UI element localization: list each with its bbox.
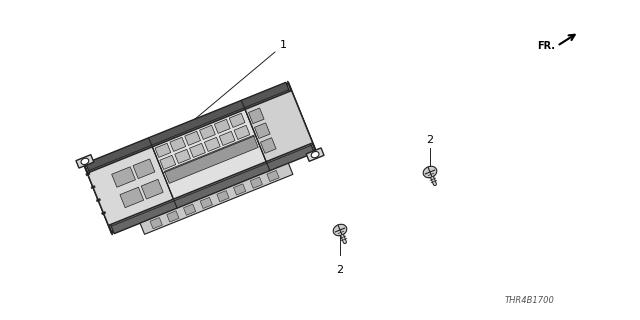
Polygon shape [245,91,312,162]
Polygon shape [185,131,200,145]
Ellipse shape [81,158,89,164]
Ellipse shape [333,224,347,236]
Polygon shape [217,191,229,202]
Polygon shape [133,159,155,179]
Polygon shape [150,218,163,229]
Polygon shape [184,204,196,215]
Polygon shape [306,148,324,161]
Polygon shape [167,211,179,222]
Polygon shape [140,163,293,234]
Polygon shape [160,155,176,170]
Polygon shape [88,147,173,225]
Polygon shape [234,184,246,195]
Text: 1: 1 [280,40,287,50]
Ellipse shape [423,166,437,178]
Polygon shape [200,197,212,209]
Polygon shape [189,143,205,157]
Text: 2: 2 [337,265,344,275]
Polygon shape [200,125,215,140]
Polygon shape [250,177,262,188]
Polygon shape [214,119,230,133]
Polygon shape [220,131,235,146]
Polygon shape [152,109,266,199]
Polygon shape [96,198,100,202]
Text: THR4B1700: THR4B1700 [505,296,555,305]
Polygon shape [260,138,276,153]
Polygon shape [111,167,136,187]
Polygon shape [255,123,270,139]
Polygon shape [101,212,106,215]
Polygon shape [175,149,191,164]
Polygon shape [86,172,90,176]
Polygon shape [229,113,245,127]
Polygon shape [110,143,314,234]
Polygon shape [155,143,171,157]
Polygon shape [267,170,279,181]
Polygon shape [234,125,250,140]
Polygon shape [141,179,163,199]
Polygon shape [90,89,310,228]
Text: 2: 2 [426,135,433,145]
Polygon shape [248,108,264,124]
Polygon shape [76,155,94,168]
Text: FR.: FR. [537,41,555,51]
Polygon shape [164,135,259,183]
Polygon shape [204,137,220,151]
Polygon shape [170,137,186,151]
Polygon shape [120,187,144,208]
Ellipse shape [311,151,319,158]
Polygon shape [86,82,290,172]
Polygon shape [84,84,316,233]
Polygon shape [91,186,95,189]
